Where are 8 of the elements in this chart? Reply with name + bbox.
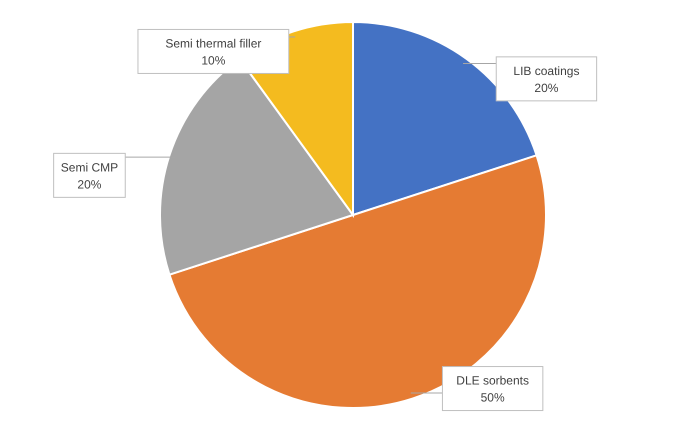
data-label: 20% bbox=[534, 80, 559, 95]
data-label: 20% bbox=[77, 177, 102, 192]
slice-label: DLE sorbents bbox=[456, 374, 529, 388]
slice-label: LIB coatings bbox=[513, 64, 580, 78]
slice-label: Semi CMP bbox=[60, 160, 118, 174]
data-label: 10% bbox=[201, 53, 226, 68]
slice-label: Semi thermal filler bbox=[165, 36, 262, 50]
data-label: 50% bbox=[480, 390, 505, 405]
